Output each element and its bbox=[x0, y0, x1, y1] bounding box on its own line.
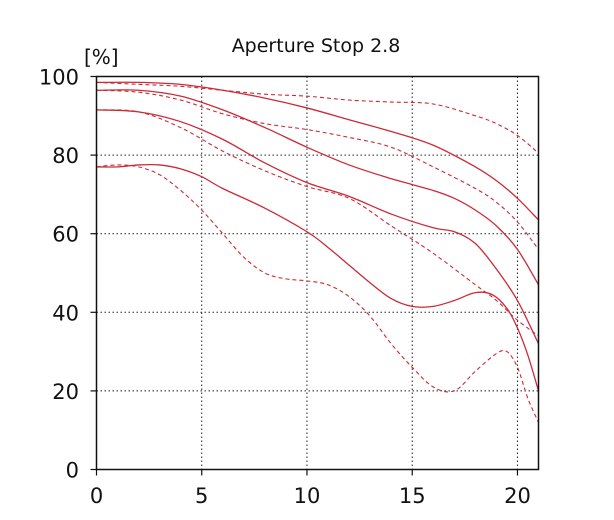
y-tick-label: 20 bbox=[52, 380, 79, 404]
series-line-4-dashed bbox=[96, 89, 539, 250]
y-tick-label: 80 bbox=[52, 144, 79, 168]
x-tick-label: 5 bbox=[195, 484, 208, 508]
series-line-2-dashed bbox=[96, 81, 539, 154]
series-lines bbox=[96, 81, 540, 423]
x-tick-label: 20 bbox=[504, 484, 531, 508]
y-tick-label: 60 bbox=[52, 223, 79, 247]
x-tick-label: 15 bbox=[399, 484, 426, 508]
plot-frame bbox=[95, 75, 540, 471]
y-tick-label: 0 bbox=[66, 459, 79, 483]
x-tick-label: 10 bbox=[294, 484, 321, 508]
chart-title: Aperture Stop 2.8 bbox=[232, 35, 401, 57]
axis-ticks: 0 5 10 15 20 0 20 40 60 80 100 bbox=[39, 66, 531, 509]
series-line-1-solid bbox=[96, 81, 539, 221]
series-line-6-dashed bbox=[96, 109, 539, 337]
series-line-7-solid bbox=[96, 163, 540, 392]
y-axis-unit-label: [%] bbox=[84, 45, 119, 69]
grid-lines bbox=[90, 75, 539, 476]
x-tick-label: 0 bbox=[90, 484, 103, 508]
y-tick-label: 40 bbox=[52, 301, 79, 325]
series-line-5-solid bbox=[96, 109, 540, 345]
series-line-3-solid bbox=[96, 89, 540, 286]
y-tick-label: 100 bbox=[39, 66, 79, 90]
